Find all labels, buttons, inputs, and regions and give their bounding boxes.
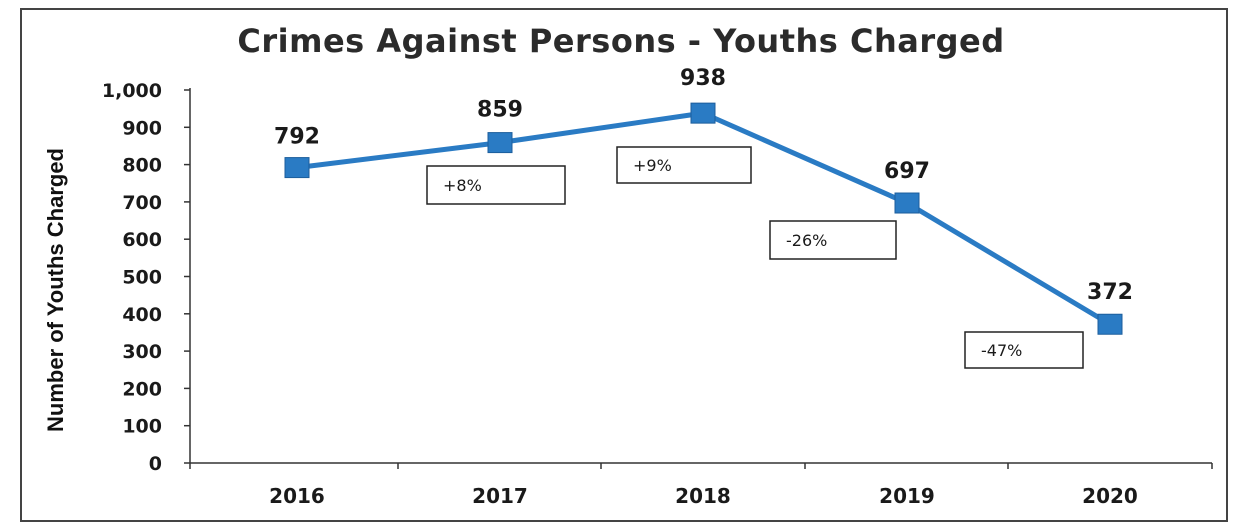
y-tick-label: 1,000 <box>102 80 162 102</box>
x-tick-label: 2018 <box>675 484 731 508</box>
annotation-label: -47% <box>981 341 1022 360</box>
x-tick-label: 2019 <box>879 484 935 508</box>
data-point-marker <box>487 132 513 154</box>
x-tick-label: 2016 <box>269 484 325 508</box>
annotation-box <box>964 331 1084 369</box>
data-label: 372 <box>1087 280 1133 305</box>
y-tick-label: 500 <box>122 267 162 289</box>
x-tick-label: 2017 <box>472 484 528 508</box>
y-tick-label: 600 <box>122 229 162 251</box>
y-ticks: 0 100 200 300 400 500 600 700 800 900 1,000 <box>102 80 190 475</box>
annotation-label: +9% <box>633 156 672 175</box>
data-point-marker <box>690 102 716 124</box>
annotation-label: -26% <box>786 231 827 250</box>
data-labels: 792 859 938 697 372 <box>274 66 1133 305</box>
y-tick-label: 700 <box>122 192 162 214</box>
series-line <box>296 110 1112 327</box>
x-tick-label: 2020 <box>1082 484 1138 508</box>
chart-frame <box>20 8 1228 522</box>
data-label: 697 <box>884 159 930 184</box>
axes <box>189 88 1212 464</box>
data-point-marker <box>894 192 920 214</box>
data-label: 792 <box>274 125 320 150</box>
y-tick-label: 200 <box>122 378 162 400</box>
data-point-marker <box>1097 313 1123 335</box>
y-tick-label: 300 <box>122 341 162 363</box>
annotation-box <box>616 146 752 184</box>
x-ticks: 2016 2017 2018 2019 2020 <box>189 463 1213 508</box>
data-label: 859 <box>477 98 523 123</box>
annotation-box <box>426 165 566 205</box>
y-tick-label: 400 <box>122 304 162 326</box>
data-label: 938 <box>680 66 726 91</box>
y-tick-label: 0 <box>149 453 162 475</box>
annotations: +8% +9% -26% -47% <box>426 146 1084 369</box>
y-tick-label: 900 <box>122 117 162 139</box>
annotation-label: +8% <box>443 176 482 195</box>
y-tick-label: 100 <box>122 416 162 438</box>
series <box>284 102 1123 335</box>
chart-title: Crimes Against Persons - Youths Charged <box>237 22 1005 60</box>
data-point-marker <box>284 157 310 179</box>
y-tick-label: 800 <box>122 155 162 177</box>
annotation-box <box>769 220 897 260</box>
